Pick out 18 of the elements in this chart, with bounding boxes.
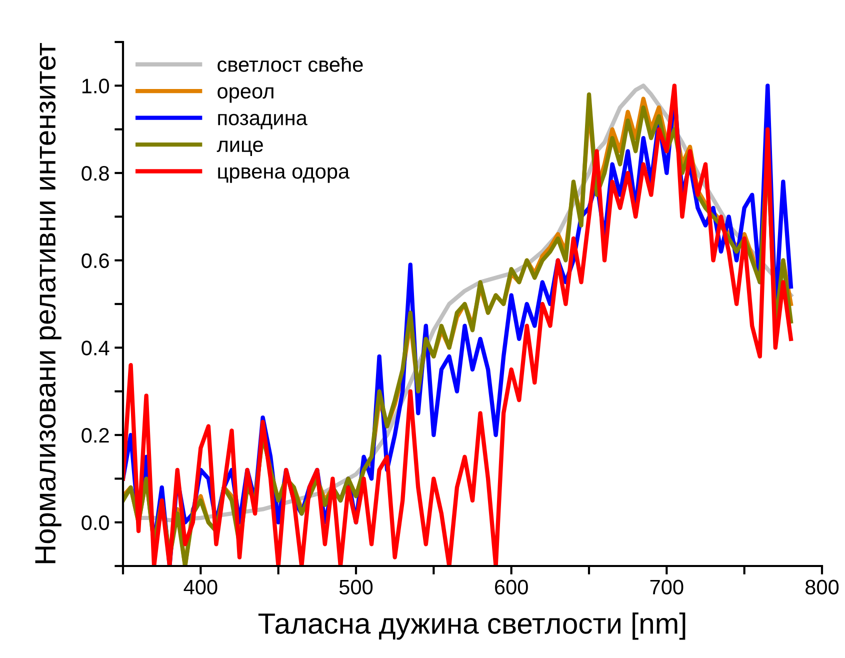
legend-label: позадина	[218, 114, 308, 130]
y-tick-label: 0.0	[82, 515, 109, 530]
y-tick-label: 0.8	[82, 166, 109, 181]
legend-label: црвена одора	[218, 167, 350, 183]
y-tick-label: 1.0	[82, 78, 109, 94]
x-tick-label: 500	[339, 580, 373, 594]
y-tick-label: 0.6	[82, 253, 109, 268]
x-axis-title: Таласна дужина светлости [nm]	[258, 612, 686, 640]
x-tick-label: 400	[184, 580, 218, 594]
x-tick-label: 700	[650, 580, 684, 594]
y-tick-label: 0.2	[82, 428, 109, 443]
y-axis-title: Нормализовани релативни интензитет	[35, 42, 62, 564]
x-tick-label: 800	[806, 580, 839, 594]
legend-label: светлост свеће	[218, 56, 363, 72]
y-tick-label: 0.4	[82, 340, 110, 356]
legend-label: лице	[216, 140, 263, 156]
x-tick-label: 600	[495, 580, 528, 594]
legend-label: ореол	[218, 87, 274, 103]
